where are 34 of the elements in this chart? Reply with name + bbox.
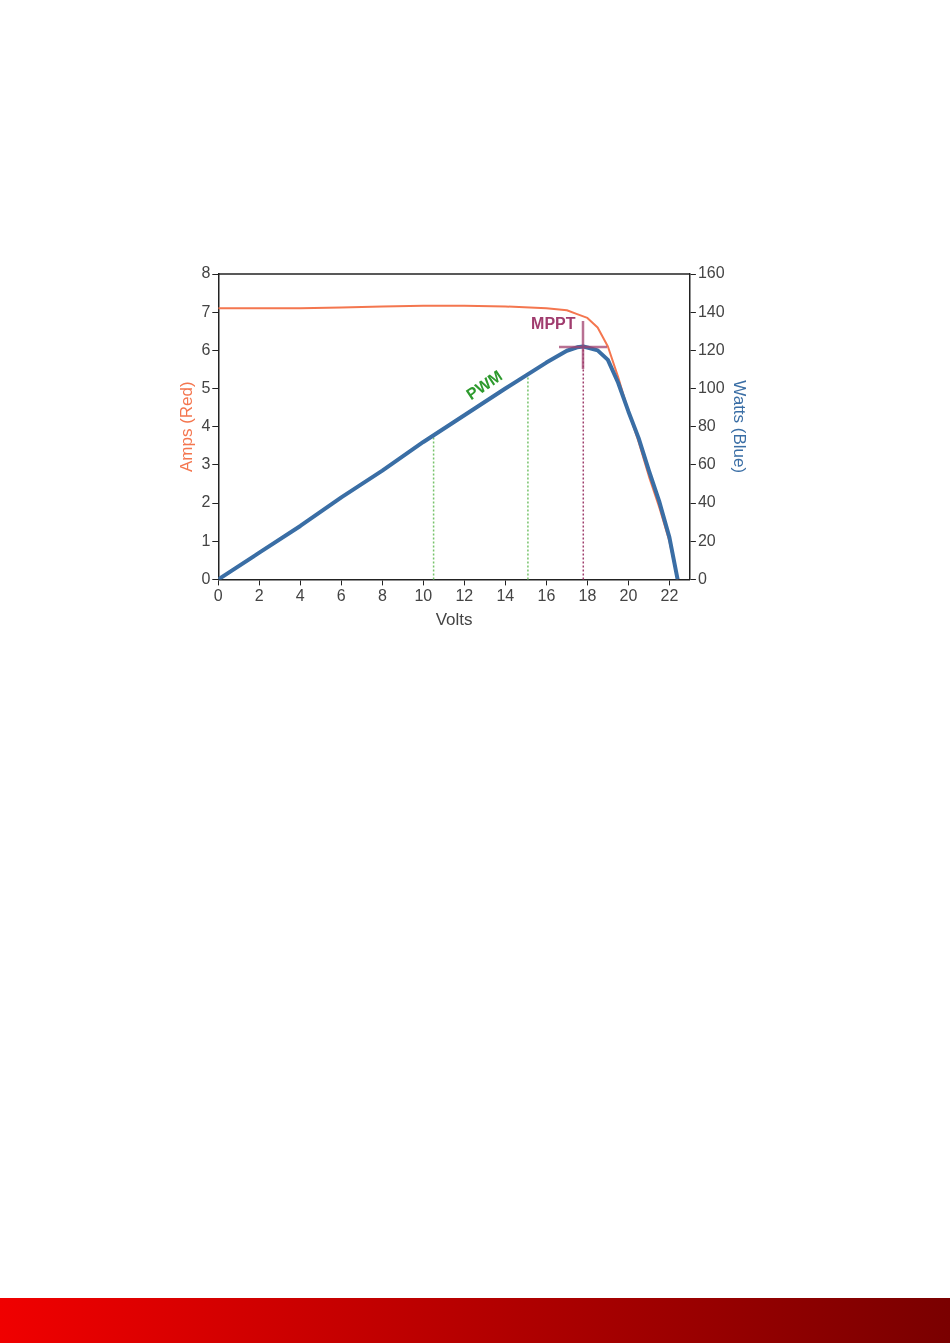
y-tick-label: 3 [201,455,211,473]
x-tick-label: 16 [537,587,556,605]
y2-tick-label: 0 [697,569,707,587]
y2-tick-label: 160 [697,264,725,282]
x-axis-title: Volts [435,610,473,630]
x-tick-label: 14 [496,587,515,605]
y-tick-label: 7 [201,302,211,320]
y2-tick-label: 120 [697,340,725,358]
x-tick-label: 4 [295,587,305,605]
y-tick-label: 6 [201,340,211,358]
y2-tick-label: 80 [697,417,716,435]
y2-tick-label: 60 [697,455,716,473]
y-tick-label: 1 [201,531,211,549]
x-tick-label: 10 [414,587,433,605]
y2-axis-title: Watts (Blue) [730,380,750,474]
y2-tick-label: 20 [697,531,716,549]
x-tick-label: 18 [578,587,597,605]
y2-tick-label: 100 [697,378,725,396]
x-tick-label: 20 [619,587,638,605]
y-tick-label: 4 [201,417,211,435]
y-tick-label: 0 [201,569,211,587]
x-tick-label: 2 [254,587,264,605]
y-axis-title: Amps (Red) [176,381,196,473]
y-tick-label: 2 [201,493,211,511]
x-tick-label: 22 [660,587,679,605]
y-tick-label: 8 [201,264,211,282]
annotation: MPPT [531,314,576,332]
x-tick-label: 6 [336,587,346,605]
x-tick-label: 0 [213,587,223,605]
y-tick-label: 5 [201,378,211,396]
x-tick-label: 8 [377,587,387,605]
x-tick-label: 12 [455,587,474,605]
y2-tick-label: 140 [697,302,725,320]
y2-tick-label: 40 [697,493,716,511]
